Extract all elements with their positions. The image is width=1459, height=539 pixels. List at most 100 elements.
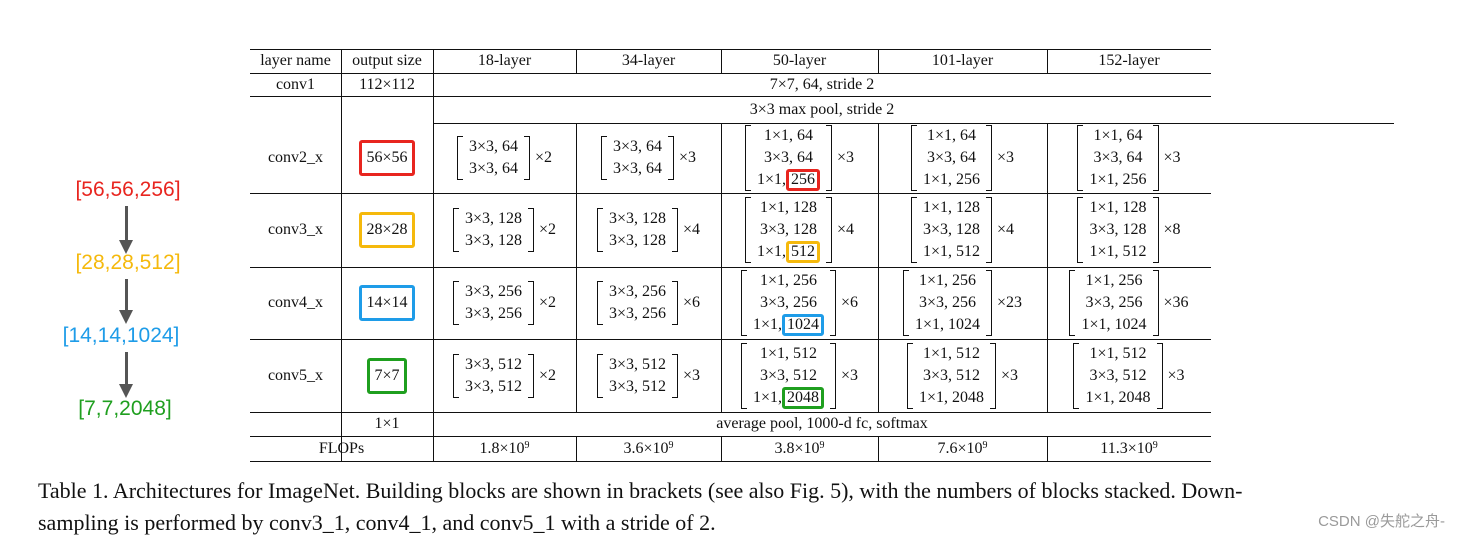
caption-line-2: sampling is performed by conv3_1, conv4_…	[38, 510, 716, 535]
architecture-table: layer name output size 18-layer 34-layer…	[250, 49, 1394, 463]
block-multiplier: ×2	[539, 366, 557, 384]
block-line: 3×3, 64	[763, 149, 813, 166]
right-bracket	[528, 208, 534, 252]
block-lines: 3×3, 64 3×3, 64	[613, 136, 662, 180]
left-bracket	[596, 281, 603, 325]
block-line: 3×3, 128	[464, 232, 522, 249]
header-layer-name: layer name	[260, 52, 331, 69]
flops-exponent: 9	[668, 440, 674, 451]
block-line: 3×3, 128	[464, 210, 522, 227]
left-bracket	[456, 136, 463, 180]
right-bracket	[672, 281, 678, 325]
maxpool-spec: 3×3 max pool, stride 2	[749, 100, 895, 118]
block-lines: 3×3, 512 3×3, 512	[609, 354, 666, 398]
block-line: 3×3, 128	[608, 210, 666, 227]
channel-highlight: 256	[786, 169, 820, 191]
block-lines: 1×1, 512 3×3, 512 1×1, 2048	[753, 343, 824, 409]
flops-value: 7.6 ×10 9	[878, 436, 1047, 461]
right-bracket	[672, 353, 678, 398]
block-line: 1×1, 64	[1093, 127, 1143, 144]
block-line: 1×1, 512	[759, 344, 817, 362]
block-line: 3×3, 256	[918, 294, 976, 311]
block-lines: 1×1, 512 3×3, 512 1×1, 2048	[919, 343, 984, 409]
block-multiplier: ×3	[1001, 366, 1019, 384]
block-line: 1×1, 512	[1089, 243, 1147, 260]
block-lines: 3×3, 256 3×3, 256	[465, 281, 522, 325]
block-line-prefix: 1×1,	[756, 171, 786, 188]
block-lines: 1×1, 128 3×3, 128 1×1, 512	[923, 197, 980, 263]
flops-base: ×10	[957, 439, 983, 457]
left-bracket	[452, 281, 459, 325]
block-line: 3×3, 256	[464, 305, 522, 322]
block-18-layer: 3×3, 128 3×3, 128 ×2	[433, 193, 576, 267]
header-34-layer: 34-layer	[621, 52, 676, 69]
block-line: 1×1, 512	[1089, 344, 1147, 362]
block-line: 3×3, 64	[612, 160, 662, 177]
flops-value: 1.8 ×10 9	[433, 436, 576, 461]
left-bracket	[906, 342, 913, 409]
left-bracket	[1077, 125, 1084, 191]
watermark: CSDN @失舵之舟-	[1318, 513, 1445, 530]
block-34-layer: 3×3, 128 3×3, 128 ×4	[576, 193, 721, 267]
block-line: 1×1, 2048	[1085, 388, 1151, 406]
flops-mantissa: 3.6	[623, 439, 644, 457]
block-50-layer: 1×1, 128 3×3, 128 1×1, 512 ×4	[721, 193, 878, 267]
block-line: 3×3, 128	[759, 221, 817, 238]
block-34-layer: 3×3, 256 3×3, 256 ×6	[576, 267, 721, 339]
building-block: 1×1, 128 3×3, 128 1×1, 512 ×8	[1077, 197, 1181, 263]
flops-base: ×10	[1127, 439, 1153, 457]
block-multiplier: ×3	[1167, 366, 1185, 384]
block-lines: 1×1, 64 3×3, 64 1×1, 256	[757, 125, 820, 191]
conv1-size: 112×112	[359, 75, 415, 93]
right-bracket	[668, 136, 674, 180]
block-multiplier: ×3	[683, 366, 701, 384]
flops-base: ×10	[794, 439, 820, 457]
left-bracket	[744, 197, 751, 263]
right-bracket	[1152, 197, 1159, 263]
header-101-layer: 101-layer	[931, 52, 994, 69]
block-lines: 1×1, 64 3×3, 64 1×1, 256	[923, 125, 980, 191]
block-line: 3×3, 256	[608, 283, 666, 300]
shape-label-conv3: [28,28,512]	[75, 251, 181, 274]
flops-base: ×10	[643, 439, 669, 457]
channel-highlight: 512	[786, 241, 820, 263]
block-multiplier: ×23	[997, 294, 1023, 311]
block-line: 3×3, 64	[1093, 149, 1143, 166]
left-bracket	[600, 136, 607, 180]
header-18-layer: 18-layer	[477, 52, 532, 69]
flops-mantissa: 3.8	[774, 439, 795, 457]
block-34-layer: 3×3, 64 3×3, 64 ×3	[576, 123, 721, 193]
building-block: 1×1, 512 3×3, 512 1×1, 2048 ×3	[1073, 342, 1185, 409]
block-line: 3×3, 64	[612, 138, 662, 155]
block-line-highlighted: 1×1, 256	[757, 169, 820, 191]
block-multiplier: ×3	[837, 149, 855, 166]
block-line: 1×1, 1024	[1081, 316, 1147, 333]
block-50-layer: 1×1, 512 3×3, 512 1×1, 2048 ×3	[721, 339, 878, 412]
header-152-layer: 152-layer	[1098, 52, 1160, 69]
down-arrow-icon	[119, 206, 133, 254]
block-line: 1×1, 128	[1089, 199, 1147, 216]
right-bracket	[528, 281, 534, 325]
block-line-highlighted: 1×1, 1024	[753, 314, 824, 336]
flops-exponent: 9	[524, 440, 530, 451]
block-line: 1×1, 256	[1085, 272, 1143, 289]
right-bracket	[990, 342, 996, 409]
flops-mantissa: 1.8	[479, 439, 500, 457]
stage-name: conv4_x	[267, 294, 324, 311]
block-line: 3×3, 256	[1085, 294, 1143, 311]
flops-base: ×10	[499, 439, 525, 457]
shape-label-conv4: [14,14,1024]	[62, 324, 180, 347]
block-line: 1×1, 256	[759, 272, 817, 289]
block-line: 1×1, 2048	[918, 388, 984, 406]
stage-name: conv2_x	[267, 149, 324, 166]
block-line-prefix: 1×1,	[756, 243, 786, 260]
channel-highlight: 1024	[782, 314, 824, 336]
left-bracket	[740, 342, 747, 409]
block-101-layer: 1×1, 512 3×3, 512 1×1, 2048 ×3	[878, 339, 1047, 412]
block-lines: 1×1, 256 3×3, 256 1×1, 1024	[1081, 270, 1146, 336]
block-line: 3×3, 256	[608, 305, 666, 322]
block-multiplier: ×4	[997, 221, 1015, 238]
block-line: 3×3, 256	[759, 294, 817, 311]
building-block: 3×3, 512 3×3, 512 ×2	[452, 353, 557, 398]
flops-exponent: 9	[982, 440, 988, 451]
